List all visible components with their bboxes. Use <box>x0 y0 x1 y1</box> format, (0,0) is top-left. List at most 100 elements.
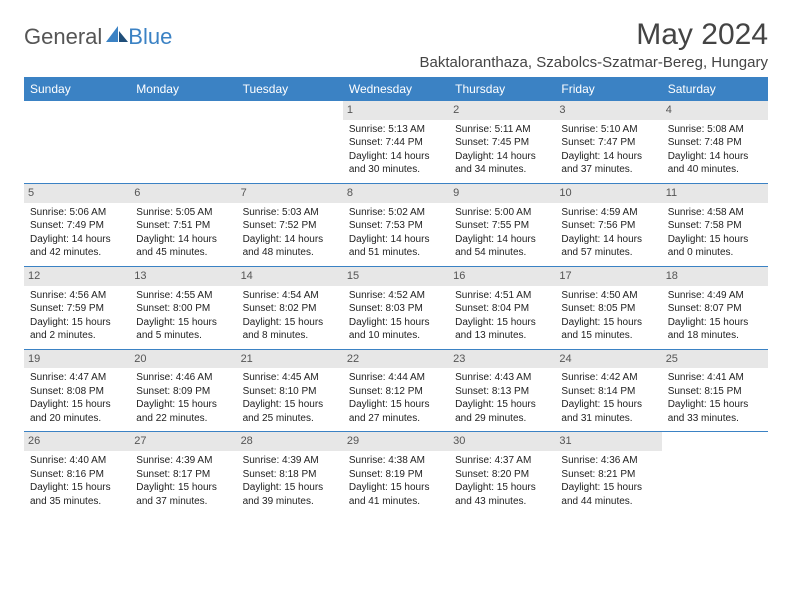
weekday-header: Friday <box>555 77 661 101</box>
sunset-line: Sunset: 8:04 PM <box>455 302 549 316</box>
sunset-line: Sunset: 8:00 PM <box>136 302 230 316</box>
sunrise-line: Sunrise: 5:11 AM <box>455 123 549 137</box>
daylight-line: Daylight: 15 hours and 39 minutes. <box>243 481 337 508</box>
sunset-line: Sunset: 7:45 PM <box>455 136 549 150</box>
day-number: 24 <box>555 350 661 369</box>
day-number: 8 <box>343 184 449 203</box>
sunrise-line: Sunrise: 4:39 AM <box>243 454 337 468</box>
day-number: 20 <box>130 350 236 369</box>
day-number: 13 <box>130 267 236 286</box>
sunset-line: Sunset: 8:21 PM <box>561 468 655 482</box>
sunset-line: Sunset: 8:10 PM <box>243 385 337 399</box>
calendar-cell: 4Sunrise: 5:08 AMSunset: 7:48 PMDaylight… <box>662 101 768 183</box>
sunset-line: Sunset: 8:12 PM <box>349 385 443 399</box>
location-text: Baktaloranthaza, Szabolcs-Szatmar-Bereg,… <box>419 54 768 71</box>
calendar-body: ...1Sunrise: 5:13 AMSunset: 7:44 PMDayli… <box>24 101 768 514</box>
calendar-cell: . <box>662 432 768 514</box>
sunrise-line: Sunrise: 5:13 AM <box>349 123 443 137</box>
day-number: 25 <box>662 350 768 369</box>
sunset-line: Sunset: 8:03 PM <box>349 302 443 316</box>
calendar-cell: 28 Sunrise: 4:39 AMSunset: 8:18 PMDayligh… <box>237 432 343 514</box>
day-number: 3 <box>555 101 661 120</box>
sunrise-line: Sunrise: 4:46 AM <box>136 371 230 385</box>
sunset-line: Sunset: 8:14 PM <box>561 385 655 399</box>
daylight-line: Daylight: 14 hours and 30 minutes. <box>349 150 443 177</box>
sunset-line: Sunset: 8:07 PM <box>668 302 762 316</box>
calendar-cell: 20Sunrise: 4:46 AMSunset: 8:09 PMDayligh… <box>130 349 236 432</box>
daylight-line: Daylight: 15 hours and 8 minutes. <box>243 316 337 343</box>
daylight-line: Daylight: 15 hours and 27 minutes. <box>349 398 443 425</box>
daylight-line: Daylight: 15 hours and 20 minutes. <box>30 398 124 425</box>
calendar-cell: 22Sunrise: 4:44 AMSunset: 8:12 PMDayligh… <box>343 349 449 432</box>
day-number: 11 <box>662 184 768 203</box>
daylight-line: Daylight: 14 hours and 34 minutes. <box>455 150 549 177</box>
sunset-line: Sunset: 8:02 PM <box>243 302 337 316</box>
sunrise-line: Sunrise: 4:54 AM <box>243 289 337 303</box>
sunrise-line: Sunrise: 4:55 AM <box>136 289 230 303</box>
calendar-cell: . <box>24 101 130 183</box>
calendar-row: 12Sunrise: 4:56 AMSunset: 7:59 PMDayligh… <box>24 266 768 349</box>
calendar-cell: 11Sunrise: 4:58 AMSunset: 7:58 PMDayligh… <box>662 183 768 266</box>
calendar-row: 26Sunrise: 4:40 AMSunset: 8:16 PMDayligh… <box>24 432 768 514</box>
calendar-cell: 13 Sunrise: 4:55 AMSunset: 8:00 PMDayligh… <box>130 266 236 349</box>
daylight-line: Daylight: 15 hours and 5 minutes. <box>136 316 230 343</box>
sunset-line: Sunset: 8:05 PM <box>561 302 655 316</box>
sunrise-line: Sunrise: 4:58 AM <box>668 206 762 220</box>
sunset-line: Sunset: 7:51 PM <box>136 219 230 233</box>
daylight-line: Daylight: 14 hours and 42 minutes. <box>30 233 124 260</box>
calendar-cell: 1Sunrise: 5:13 AMSunset: 7:44 PMDaylight… <box>343 101 449 183</box>
sunrise-line: Sunrise: 4:38 AM <box>349 454 443 468</box>
weekday-header: Thursday <box>449 77 555 101</box>
sunrise-line: Sunrise: 4:42 AM <box>561 371 655 385</box>
day-number: 15 <box>343 267 449 286</box>
calendar-cell: 17Sunrise: 4:50 AMSunset: 8:05 PMDayligh… <box>555 266 661 349</box>
sunrise-line: Sunrise: 4:36 AM <box>561 454 655 468</box>
calendar-cell: 6Sunrise: 5:05 AMSunset: 7:51 PMDaylight… <box>130 183 236 266</box>
sunrise-line: Sunrise: 4:59 AM <box>561 206 655 220</box>
daylight-line: Daylight: 14 hours and 54 minutes. <box>455 233 549 260</box>
day-number: 12 <box>24 267 130 286</box>
calendar-table: Sunday Monday Tuesday Wednesday Thursday… <box>24 77 768 514</box>
calendar-cell: 8Sunrise: 5:02 AMSunset: 7:53 PMDaylight… <box>343 183 449 266</box>
daylight-line: Daylight: 15 hours and 15 minutes. <box>561 316 655 343</box>
sunrise-line: Sunrise: 4:56 AM <box>30 289 124 303</box>
calendar-cell: 27Sunrise: 4:39 AMSunset: 8:17 PMDayligh… <box>130 432 236 514</box>
weekday-header: Sunday <box>24 77 130 101</box>
weekday-header: Saturday <box>662 77 768 101</box>
calendar-cell: 16Sunrise: 4:51 AMSunset: 8:04 PMDayligh… <box>449 266 555 349</box>
header: General Blue May 2024 Baktaloranthaza, S… <box>24 18 768 71</box>
day-number: 19 <box>24 350 130 369</box>
daylight-line: Daylight: 14 hours and 48 minutes. <box>243 233 337 260</box>
sunset-line: Sunset: 7:48 PM <box>668 136 762 150</box>
sunrise-line: Sunrise: 4:44 AM <box>349 371 443 385</box>
daylight-line: Daylight: 14 hours and 37 minutes. <box>561 150 655 177</box>
sunset-line: Sunset: 8:18 PM <box>243 468 337 482</box>
sunset-line: Sunset: 8:17 PM <box>136 468 230 482</box>
sunrise-line: Sunrise: 4:40 AM <box>30 454 124 468</box>
calendar-cell: . <box>237 101 343 183</box>
day-number: 31 <box>555 432 661 451</box>
sunset-line: Sunset: 7:53 PM <box>349 219 443 233</box>
sunrise-line: Sunrise: 4:49 AM <box>668 289 762 303</box>
month-title: May 2024 <box>419 18 768 52</box>
calendar-cell: 26Sunrise: 4:40 AMSunset: 8:16 PMDayligh… <box>24 432 130 514</box>
day-number: 2 <box>449 101 555 120</box>
daylight-line: Daylight: 15 hours and 10 minutes. <box>349 316 443 343</box>
calendar-cell: 18Sunrise: 4:49 AMSunset: 8:07 PMDayligh… <box>662 266 768 349</box>
sunrise-line: Sunrise: 5:00 AM <box>455 206 549 220</box>
calendar-cell: 29Sunrise: 4:38 AMSunset: 8:19 PMDayligh… <box>343 432 449 514</box>
day-number: 28 <box>237 432 343 451</box>
day-number: 18 <box>662 267 768 286</box>
calendar-cell: 7Sunrise: 5:03 AMSunset: 7:52 PMDaylight… <box>237 183 343 266</box>
day-number: 23 <box>449 350 555 369</box>
day-number: 16 <box>449 267 555 286</box>
calendar-cell: 31Sunrise: 4:36 AMSunset: 8:21 PMDayligh… <box>555 432 661 514</box>
sunset-line: Sunset: 7:58 PM <box>668 219 762 233</box>
calendar-cell: 24Sunrise: 4:42 AMSunset: 8:14 PMDayligh… <box>555 349 661 432</box>
day-number: 4 <box>662 101 768 120</box>
sunrise-line: Sunrise: 5:08 AM <box>668 123 762 137</box>
sail-icon <box>106 24 128 50</box>
day-number: 6 <box>130 184 236 203</box>
day-number: 17 <box>555 267 661 286</box>
day-number: 10 <box>555 184 661 203</box>
